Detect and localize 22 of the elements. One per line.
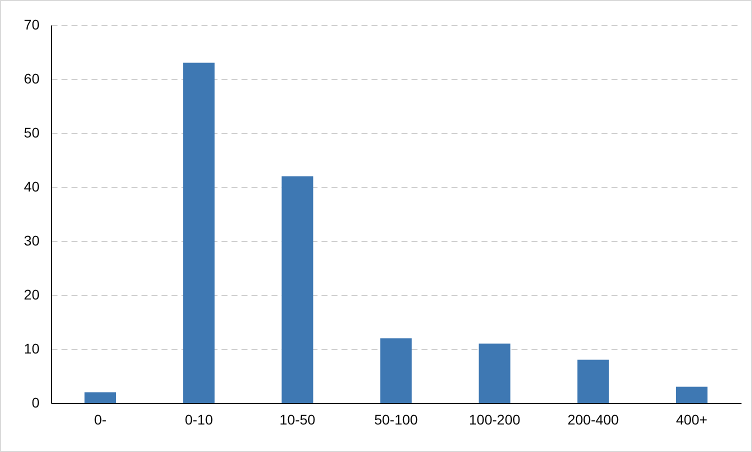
bar [577,360,609,403]
y-tick-label: 50 [24,124,40,140]
y-tick-label: 40 [24,178,40,194]
y-tick-label: 70 [24,16,40,32]
bar [676,386,708,403]
x-tick-label: 400+ [676,412,708,428]
x-tick-label: 0-10 [184,412,214,428]
x-tick-label: 100-200 [468,412,520,428]
bar [282,176,314,403]
bar [183,62,215,403]
bar [478,344,510,403]
y-tick-label: 30 [24,232,40,248]
y-tick-label: 10 [24,340,40,356]
x-tick-label: 0- [94,412,107,428]
bar [380,338,412,403]
bar [84,392,116,403]
x-tick-label: 50-100 [374,412,418,428]
y-tick-label: 0 [32,394,40,410]
x-tick-label: 10-50 [280,412,316,428]
y-tick-label: 20 [24,286,40,302]
x-tick-label: 200-400 [567,412,620,428]
y-tick-label: 60 [24,70,40,86]
